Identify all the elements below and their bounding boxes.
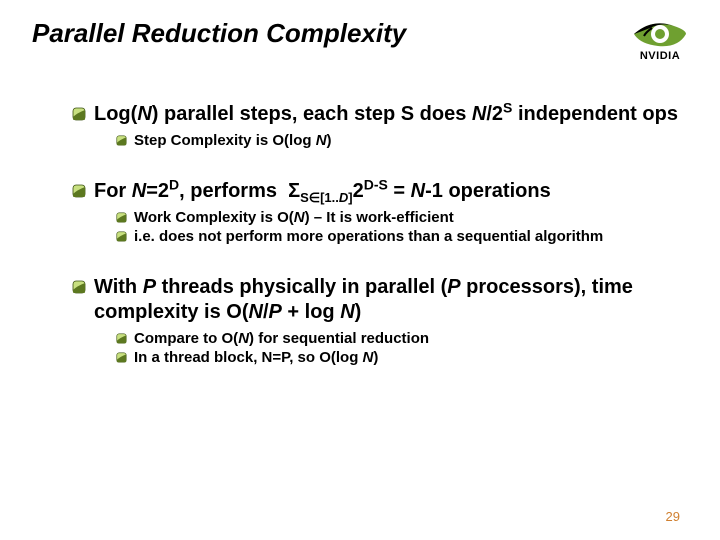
main-bullet-text: For N=2D, performs ΣS∈[1..D]2D-S = N-1 o… bbox=[94, 179, 551, 204]
nvidia-logo-text: NVIDIA bbox=[640, 50, 680, 62]
sub-bullet: Work Complexity is O(N) – It is work-eff… bbox=[116, 208, 678, 228]
sub-bullet-text: i.e. does not perform more operations th… bbox=[134, 227, 603, 247]
nvidia-logo: NVIDIA bbox=[632, 16, 688, 62]
bullet-icon bbox=[72, 280, 86, 294]
sub-bullet: i.e. does not perform more operations th… bbox=[116, 227, 678, 247]
main-bullet: For N=2D, performs ΣS∈[1..D]2D-S = N-1 o… bbox=[72, 179, 678, 204]
main-bullet-text: With P threads physically in parallel (P… bbox=[94, 275, 678, 325]
section-2: For N=2D, performs ΣS∈[1..D]2D-S = N-1 o… bbox=[72, 179, 678, 247]
content-area: Log(N) parallel steps, each step S does … bbox=[32, 102, 688, 368]
bullet-icon bbox=[116, 352, 127, 363]
bullet-icon bbox=[116, 333, 127, 344]
bullet-icon bbox=[116, 231, 127, 242]
bullet-icon bbox=[116, 212, 127, 223]
sub-bullet-text: Work Complexity is O(N) – It is work-eff… bbox=[134, 208, 454, 228]
sub-bullet-text: In a thread block, N=P, so O(log N) bbox=[134, 348, 378, 368]
header: Parallel Reduction Complexity NVIDIA bbox=[32, 18, 688, 62]
sub-bullets-3: Compare to O(N) for sequential reduction… bbox=[72, 329, 678, 368]
main-bullet: With P threads physically in parallel (P… bbox=[72, 275, 678, 325]
page-number: 29 bbox=[666, 509, 680, 524]
main-bullet: Log(N) parallel steps, each step S does … bbox=[72, 102, 678, 127]
nvidia-eye-icon bbox=[632, 16, 688, 50]
main-bullet-text: Log(N) parallel steps, each step S does … bbox=[94, 102, 678, 127]
sub-bullet-text: Step Complexity is O(log N) bbox=[134, 131, 332, 151]
section-1: Log(N) parallel steps, each step S does … bbox=[72, 102, 678, 151]
sub-bullet: Step Complexity is O(log N) bbox=[116, 131, 678, 151]
section-3: With P threads physically in parallel (P… bbox=[72, 275, 678, 368]
slide-container: Parallel Reduction Complexity NVIDIA Log… bbox=[0, 0, 720, 540]
bullet-icon bbox=[116, 135, 127, 146]
bullet-icon bbox=[72, 107, 86, 121]
sub-bullets-2: Work Complexity is O(N) – It is work-eff… bbox=[72, 208, 678, 247]
slide-title: Parallel Reduction Complexity bbox=[32, 18, 406, 49]
bullet-icon bbox=[72, 184, 86, 198]
sub-bullet-text: Compare to O(N) for sequential reduction bbox=[134, 329, 429, 349]
sub-bullets-1: Step Complexity is O(log N) bbox=[72, 131, 678, 151]
sub-bullet: Compare to O(N) for sequential reduction bbox=[116, 329, 678, 349]
sub-bullet: In a thread block, N=P, so O(log N) bbox=[116, 348, 678, 368]
